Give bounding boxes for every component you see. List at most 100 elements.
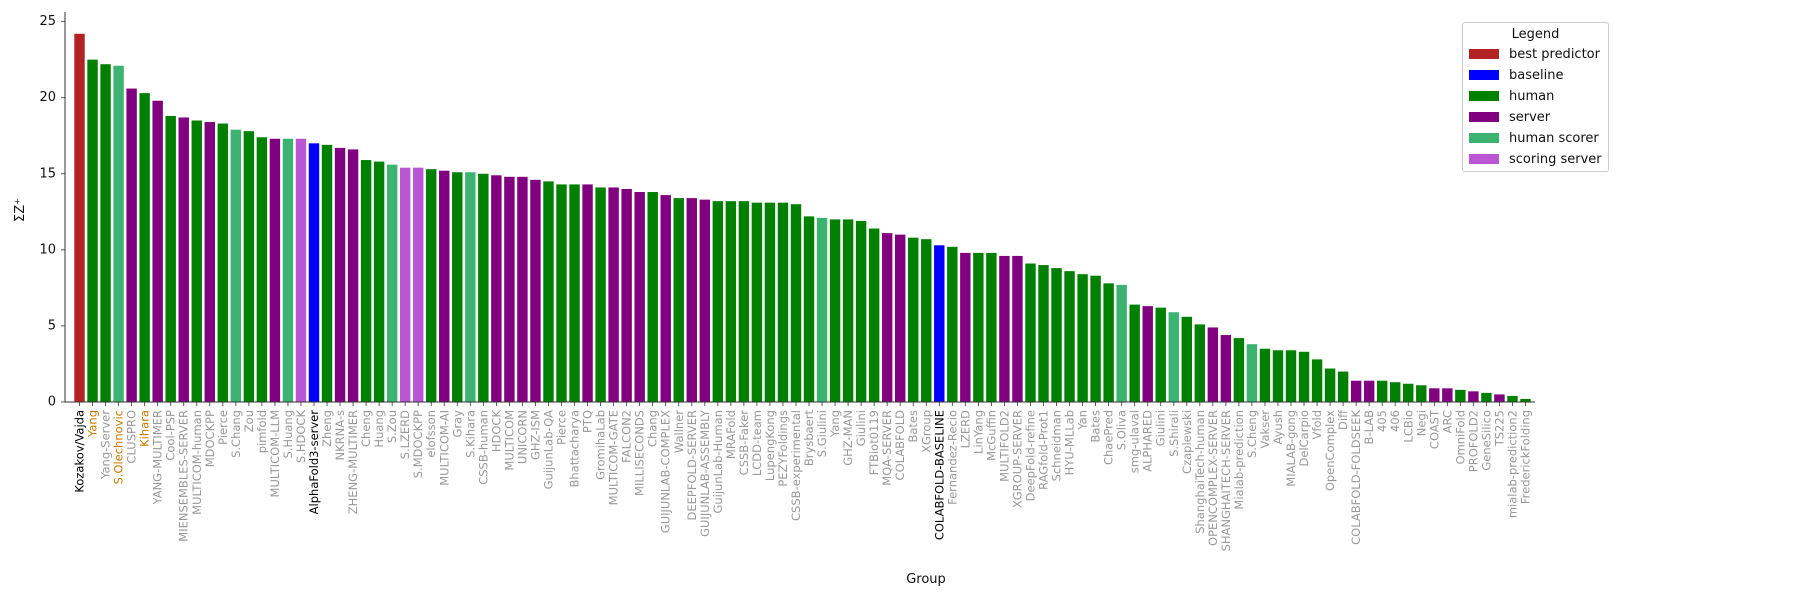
- x-tick-label: YANG-MULTIMER: [151, 410, 165, 505]
- bar-fernandez-recio: [947, 246, 958, 402]
- x-tick-label: Yang: [828, 410, 842, 438]
- bar-alphared: [1142, 306, 1153, 402]
- x-tick-label: XGroup: [919, 410, 933, 453]
- y-tick-label: 15: [39, 166, 56, 181]
- bar-lcbio: [1403, 383, 1414, 402]
- y-tick-label: 25: [39, 14, 56, 29]
- bar-shanghaitech-server: [1220, 335, 1232, 402]
- x-tick-label: mialab-prediction2: [1505, 410, 1519, 518]
- legend-label: server: [1509, 110, 1551, 125]
- x-tick-label: Mialab-prediction: [1232, 410, 1246, 510]
- legend-item-server: server: [1463, 107, 1608, 128]
- bar-guijunlab-qa: [543, 181, 554, 402]
- x-tick-label: SHANGHAITECH-SERVER: [1219, 410, 1233, 551]
- bar-lzerd: [960, 252, 971, 402]
- bar-cssb-faker: [738, 201, 750, 402]
- bar-bhattacharya: [569, 184, 580, 402]
- x-tick-label: RAGfold-Prot1: [1037, 410, 1051, 490]
- bar-s-hdock: [295, 138, 307, 402]
- bar-multicom-human: [191, 120, 202, 402]
- bar-ts225: [1494, 394, 1505, 402]
- bar-pezyfoldings: [777, 202, 789, 402]
- legend-item-human-scorer: human scorer: [1463, 128, 1608, 149]
- bar-guijunlab-assembly: [699, 199, 711, 402]
- x-tick-label: S.Kihara: [463, 410, 477, 458]
- bar-opencomplex: [1324, 368, 1336, 402]
- x-tick-label: Negi: [1414, 410, 1428, 436]
- x-tick-label: pimfold: [255, 410, 269, 453]
- x-tick-label: GHZ-ISM: [528, 410, 542, 460]
- bar-vakser: [1259, 348, 1271, 402]
- x-tick-label: ShanghaiTech-human: [1193, 410, 1207, 534]
- x-tick-label: Yang: [86, 410, 100, 438]
- x-tick-label: DelCarpio: [1297, 410, 1311, 466]
- x-axis: Kozakov/Vajda Yang Yang-Server S.Olechnovic…: [65, 401, 1535, 551]
- x-tick-label: DEEPFOLD-SERVER: [685, 410, 699, 520]
- x-tick-label: S.Zou: [385, 410, 399, 443]
- x-tick-label: Gray: [450, 410, 464, 438]
- bar-profold2: [1468, 391, 1479, 402]
- x-tick-label: GUIJUNLAB-ASSEMBLY: [698, 409, 712, 537]
- bar-406: [1390, 382, 1401, 402]
- legend-item-human: human: [1463, 86, 1608, 107]
- bar-multicom-gate: [608, 187, 619, 402]
- x-tick-label: LupengKong: [763, 410, 777, 481]
- legend-label: best predictor: [1509, 47, 1600, 62]
- bar-guijunlab-complex: [660, 195, 671, 402]
- x-tick-label: HYU-MLLab: [1063, 410, 1077, 475]
- x-tick-label: S.HDOCK: [294, 410, 308, 464]
- bar-bates: [1090, 275, 1101, 402]
- bar-mqa-server: [881, 233, 893, 402]
- bar-405: [1376, 380, 1388, 402]
- legend-label: scoring server: [1509, 152, 1602, 167]
- x-tick-label: GeneSilico: [1479, 410, 1493, 471]
- bar-hdock: [491, 175, 502, 402]
- bar-coast: [1429, 388, 1440, 402]
- y-axis: 0 5 10 15 20 25: [39, 12, 66, 410]
- bar-brysbaert: [803, 216, 815, 402]
- x-tick-label: PTQ: [581, 410, 595, 433]
- bar-lcdd-team: [751, 202, 763, 402]
- x-tick-label: S.Olechnovic: [112, 410, 126, 485]
- bar-gray: [452, 172, 463, 402]
- x-tick-label: COLABFOLD-BASELINE: [932, 410, 946, 540]
- x-tick-label: ZHENG-MULTIMER: [346, 410, 360, 514]
- legend-label: human: [1509, 89, 1555, 104]
- bar-yan: [1077, 274, 1088, 402]
- bar-lupengkong: [764, 202, 776, 402]
- bar-mrafold: [725, 201, 737, 402]
- bar-kozakov-vajda: [74, 33, 85, 402]
- bar-wallner: [673, 198, 684, 402]
- bar-genesilico: [1481, 392, 1492, 402]
- x-tick-label: LZERD: [958, 410, 972, 449]
- x-tick-label: MULTICOM-GATE: [607, 410, 621, 505]
- x-tick-label: Pierce: [555, 410, 569, 445]
- bar-hyu-mllab: [1064, 271, 1075, 402]
- bar-b-lab: [1363, 380, 1375, 402]
- x-tick-label: CLUSPRO: [125, 410, 139, 464]
- bar-frederickfolding: [1520, 398, 1531, 402]
- bar-ghz-ism: [530, 179, 541, 402]
- bar-colabfold: [894, 234, 906, 402]
- bar-colabfold-foldseek: [1350, 380, 1362, 402]
- x-tick-label: MIALAB-gong: [1284, 410, 1298, 487]
- bar-mialab-prediction: [1233, 338, 1245, 402]
- x-tick-label: Bates: [1089, 410, 1103, 443]
- x-tick-label: Vfold: [1310, 410, 1324, 439]
- bar-yang: [87, 59, 98, 403]
- x-tick-label: Czaplewski: [1180, 410, 1194, 474]
- bar-smg-ulaval: [1129, 304, 1140, 402]
- x-tick-label: DeepFold-refine: [1023, 410, 1037, 501]
- x-tick-label: AlphaFold3-server: [307, 410, 321, 515]
- x-tick-label: Wallner: [672, 410, 686, 453]
- x-tick-label: Chang: [646, 410, 660, 447]
- x-tick-label: MULTICOM: [502, 410, 516, 471]
- bar-s-giulini: [816, 217, 828, 402]
- x-tick-label: UNICORN: [515, 410, 529, 464]
- bar-cssb-human: [478, 173, 489, 402]
- y-axis-label: ΣZ⁺: [13, 198, 28, 222]
- legend-swatch: [1469, 154, 1499, 164]
- bar-s-mdockpp: [413, 167, 424, 402]
- bar-zheng-multimer: [347, 149, 359, 402]
- bar-multifold2: [999, 255, 1010, 402]
